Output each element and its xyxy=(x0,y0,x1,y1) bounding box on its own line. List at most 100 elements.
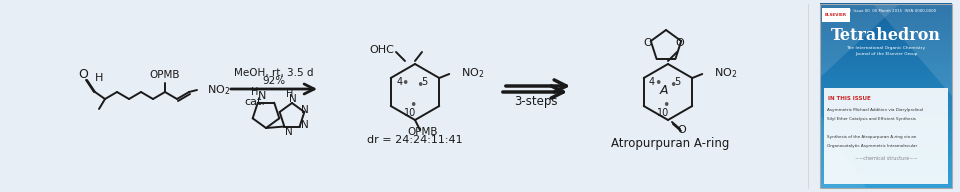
Text: N: N xyxy=(285,127,293,137)
Bar xyxy=(820,70,952,74)
Bar xyxy=(820,15,952,19)
Bar xyxy=(820,92,952,96)
Text: NO$_2$: NO$_2$ xyxy=(461,66,485,80)
Bar xyxy=(820,141,952,145)
Text: Synthesis of the Atropurpuran A-ring via an: Synthesis of the Atropurpuran A-ring via… xyxy=(827,135,917,139)
Bar xyxy=(820,86,952,90)
Bar xyxy=(820,52,952,56)
Bar xyxy=(820,159,952,163)
Text: •: • xyxy=(417,79,423,93)
Bar xyxy=(820,147,952,151)
Polygon shape xyxy=(873,4,952,96)
Bar xyxy=(820,21,952,26)
Text: O: O xyxy=(643,38,653,48)
Bar xyxy=(820,61,952,65)
Text: N: N xyxy=(301,105,309,115)
Bar xyxy=(820,101,952,105)
Bar xyxy=(820,95,952,99)
Bar xyxy=(820,74,952,78)
Bar xyxy=(820,49,952,53)
Text: NO$_2$: NO$_2$ xyxy=(207,83,230,97)
Bar xyxy=(820,126,952,130)
Bar xyxy=(820,153,952,157)
Bar xyxy=(820,98,952,102)
Bar xyxy=(820,4,952,188)
Text: NO$_2$: NO$_2$ xyxy=(714,66,737,80)
Bar xyxy=(820,120,952,124)
Bar xyxy=(820,172,952,176)
Bar xyxy=(820,80,952,84)
Bar xyxy=(820,67,952,71)
Bar xyxy=(820,117,952,121)
Text: 10: 10 xyxy=(657,108,669,118)
Bar xyxy=(820,6,952,10)
Bar xyxy=(820,77,952,81)
Text: ELSEVIER: ELSEVIER xyxy=(825,13,847,17)
Bar xyxy=(820,27,952,32)
Text: Atropurpuran A-ring: Atropurpuran A-ring xyxy=(611,137,730,151)
Text: OPMB: OPMB xyxy=(150,70,180,80)
Bar xyxy=(820,166,952,170)
Text: O: O xyxy=(78,69,88,81)
Text: N: N xyxy=(301,120,309,130)
Bar xyxy=(820,138,952,142)
Text: 10: 10 xyxy=(404,108,416,118)
Bar xyxy=(820,18,952,22)
Text: N: N xyxy=(258,91,266,101)
Bar xyxy=(820,184,952,188)
Bar xyxy=(820,37,952,41)
Text: •: • xyxy=(401,78,409,90)
Text: cat.: cat. xyxy=(244,97,265,107)
Bar xyxy=(820,12,952,16)
Text: 5: 5 xyxy=(420,77,427,87)
Text: OPMB: OPMB xyxy=(408,127,439,137)
Text: Vol. 000  Issue 00  00 Month 2015  ISSN 0000-0000: Vol. 000 Issue 00 00 Month 2015 ISSN 000… xyxy=(835,9,937,13)
Text: Organocatalytic Asymmetric Intramolecular: Organocatalytic Asymmetric Intramolecula… xyxy=(827,144,917,148)
Text: N: N xyxy=(289,94,297,104)
Text: IN THIS ISSUE: IN THIS ISSUE xyxy=(828,96,871,101)
Bar xyxy=(820,58,952,62)
Text: 3-steps: 3-steps xyxy=(515,95,558,108)
Text: H: H xyxy=(286,89,294,99)
Bar xyxy=(820,135,952,139)
Bar xyxy=(820,113,952,118)
Bar xyxy=(820,178,952,182)
Bar xyxy=(820,150,952,154)
Bar xyxy=(820,43,952,47)
Bar xyxy=(820,123,952,127)
Bar xyxy=(820,144,952,148)
Bar xyxy=(820,89,952,93)
Text: ~~chemical structure~~: ~~chemical structure~~ xyxy=(854,156,917,161)
Bar xyxy=(820,34,952,38)
Text: dr = 24:24:11:41: dr = 24:24:11:41 xyxy=(367,135,463,145)
Bar xyxy=(820,169,952,173)
Text: MeOH, rt, 3.5 d: MeOH, rt, 3.5 d xyxy=(234,68,314,78)
Text: •: • xyxy=(669,79,677,93)
Bar xyxy=(820,181,952,185)
Text: •: • xyxy=(655,78,661,90)
Text: H: H xyxy=(252,87,258,97)
Bar xyxy=(820,40,952,44)
Bar xyxy=(820,31,952,35)
Text: O: O xyxy=(678,125,686,135)
Text: Asymmetric Michael Addition via Diarylprolinol: Asymmetric Michael Addition via Diarylpr… xyxy=(827,108,924,112)
Bar xyxy=(820,162,952,166)
Bar xyxy=(820,3,952,7)
Bar xyxy=(824,88,948,184)
Text: H: H xyxy=(95,73,103,83)
Text: 4: 4 xyxy=(649,77,655,87)
Text: 4: 4 xyxy=(396,77,403,87)
Bar xyxy=(820,64,952,68)
Bar xyxy=(820,9,952,13)
Bar xyxy=(820,129,952,133)
Bar xyxy=(820,132,952,136)
Text: Tetrahedron: Tetrahedron xyxy=(831,27,941,45)
Bar xyxy=(820,156,952,160)
Text: A: A xyxy=(660,84,668,97)
Text: O: O xyxy=(676,38,684,48)
Bar xyxy=(820,55,952,59)
Bar xyxy=(820,83,952,87)
Text: Journal of the Elsevier Group: Journal of the Elsevier Group xyxy=(854,52,917,56)
Bar xyxy=(822,8,850,22)
Polygon shape xyxy=(820,4,900,78)
